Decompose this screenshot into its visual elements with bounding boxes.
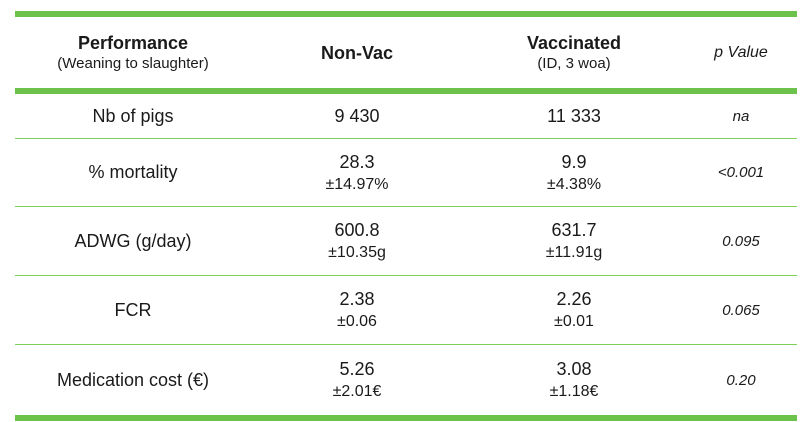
nonvac-sd: ±0.06 [337,313,377,330]
nonvac-value: 28.3 [339,151,375,172]
row-label: ADWG (g/day) [74,230,192,251]
p-value: 0.065 [722,301,760,319]
nonvac-value: 600.8 [334,220,380,240]
vac-sd: ±4.38% [546,175,602,193]
table-row: Nb of pigs 9 430 11 333 na [15,94,797,139]
vac-value: 631.7 [551,220,597,240]
nonvac-cell: 9 430 [251,104,463,128]
vac-sd: ±0.01 [554,313,594,330]
header-nonvac: Non-Vac [251,42,463,64]
header-vaccinated-title: Vaccinated [526,32,622,53]
row-label: Medication cost (€) [56,369,210,390]
nonvac-sd: ±10.35g [328,244,386,261]
vac-cell: 3.08 ±1.18€ [463,357,685,403]
nonvac-value: 9 430 [334,106,380,126]
vac-value: 2.26 [556,289,592,309]
p-value: na [732,107,750,125]
table-header-row: Performance (Weaning to slaughter) Non-V… [15,17,797,88]
vac-cell: 631.7 ±11.91g [463,218,685,264]
nonvac-cell: 5.26 ±2.01€ [251,357,463,403]
nonvac-cell: 600.8 ±10.35g [251,218,463,264]
p-value: <0.001 [717,164,765,181]
row-label: % mortality [88,162,178,182]
header-vaccinated: Vaccinated (ID, 3 woa) [463,32,685,74]
table-row: FCR 2.38 ±0.06 2.26 ±0.01 0.065 [15,276,797,345]
vac-sd: ±1.18€ [549,383,599,400]
table-row: % mortality 28.3 ±14.97% 9.9 ±4.38% <0.0… [15,139,797,207]
top-rule [15,11,797,17]
vac-sd: ±11.91g [545,244,603,261]
nonvac-value: 2.38 [339,289,375,309]
header-performance-title: Performance [77,32,189,53]
header-vaccinated-subtitle: (ID, 3 woa) [537,54,611,72]
vac-value: 11 333 [547,106,601,126]
header-performance-subtitle: (Weaning to slaughter) [57,54,209,72]
header-rule [15,88,797,94]
header-performance: Performance (Weaning to slaughter) [15,32,251,74]
nonvac-cell: 2.38 ±0.06 [251,287,463,333]
vac-value: 3.08 [556,359,592,379]
vac-cell: 2.26 ±0.01 [463,287,685,333]
bottom-rule [15,415,797,421]
nonvac-value: 5.26 [339,359,375,379]
header-pvalue-title: p Value [714,43,768,61]
vac-value: 9.9 [561,151,587,172]
vac-cell: 11 333 [463,104,685,128]
row-label: Nb of pigs [92,105,174,126]
table-row: Medication cost (€) 5.26 ±2.01€ 3.08 ±1.… [15,345,797,415]
performance-table: Performance (Weaning to slaughter) Non-V… [15,11,797,421]
nonvac-sd: ±14.97% [325,175,389,193]
p-value: 0.095 [722,232,760,250]
header-pvalue: p Value [685,44,797,62]
nonvac-sd: ±2.01€ [332,383,382,400]
row-label: FCR [114,299,152,320]
vac-cell: 9.9 ±4.38% [463,150,685,196]
p-value: 0.20 [726,371,756,389]
nonvac-cell: 28.3 ±14.97% [251,150,463,196]
table-row: ADWG (g/day) 600.8 ±10.35g 631.7 ±11.91g… [15,207,797,276]
header-nonvac-title: Non-Vac [320,42,394,63]
